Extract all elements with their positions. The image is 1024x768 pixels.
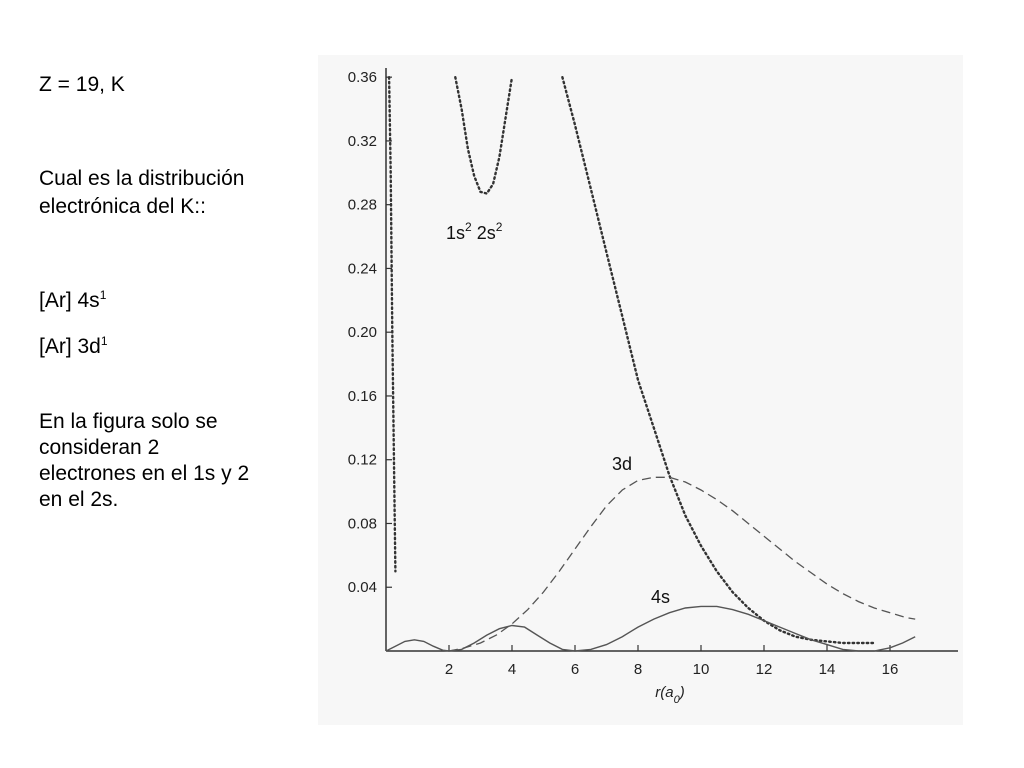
- option-4s-base: [Ar] 4s: [39, 289, 100, 312]
- series-label-0: 1s2 2s2: [446, 220, 503, 243]
- x-axis-label: r(a0): [655, 684, 684, 706]
- y-tick-label-3: 0.16: [348, 388, 377, 405]
- y-tick-label-6: 0.28: [348, 197, 377, 214]
- note-line-1: En la figura solo se: [39, 410, 218, 433]
- x-tick-label-3: 8: [634, 661, 642, 678]
- y-tick-label-0: 0.04: [348, 579, 377, 596]
- note-line-4: en el 2s.: [39, 488, 119, 511]
- series-label-2: 4s: [651, 587, 670, 607]
- option-4s-sup: 1: [99, 288, 107, 302]
- note-line-2: consideran 2: [39, 436, 160, 459]
- x-tick-label-1: 4: [508, 661, 516, 678]
- x-tick-label-4: 10: [693, 661, 710, 678]
- series-0-line-1: [454, 76, 514, 195]
- y-tick-label-7: 0.32: [348, 133, 377, 150]
- x-tick-label-5: 12: [756, 661, 773, 678]
- series-0-line-2: [561, 76, 876, 645]
- y-tick-label-2: 0.12: [348, 452, 377, 469]
- x-tick-label-0: 2: [445, 661, 453, 678]
- y-tick-label-1: 0.08: [348, 515, 377, 532]
- y-tick-label-5: 0.24: [348, 260, 377, 277]
- option-3d-sup: 1: [100, 334, 108, 348]
- note-line-3: electrones en el 1s y 2: [39, 462, 250, 485]
- option-3d: [Ar] 3d1: [39, 334, 108, 360]
- slide-header: Z = 19, K: [39, 72, 125, 98]
- x-tick-label-6: 14: [819, 661, 836, 678]
- option-3d-base: [Ar] 3d: [39, 335, 101, 358]
- series-1-line-0: [448, 476, 916, 652]
- series-2-line-0: [385, 605, 916, 652]
- series-label-1: 3d: [612, 454, 632, 474]
- option-4s: [Ar] 4s1: [39, 288, 106, 314]
- chart-labels: 1s2 2s2 3d 4s: [446, 220, 670, 607]
- header-text: Z = 19, K: [39, 73, 125, 96]
- y-tick-label-4: 0.20: [348, 324, 377, 341]
- figure-background: [318, 55, 963, 725]
- y-tick-label-8: 0.36: [348, 69, 377, 86]
- series-0-line-0: [387, 76, 397, 573]
- question-line-1: Cual es la distribución: [39, 167, 245, 190]
- question-text: Cual es la distribución electrónica del …: [39, 166, 244, 220]
- note-text: En la figura solo se consideran 2 electr…: [39, 409, 249, 513]
- x-tick-label-2: 6: [571, 661, 579, 678]
- x-tick-label-7: 16: [882, 661, 899, 678]
- chart-curves: [385, 76, 916, 652]
- question-line-2: electrónica del K::: [39, 195, 206, 218]
